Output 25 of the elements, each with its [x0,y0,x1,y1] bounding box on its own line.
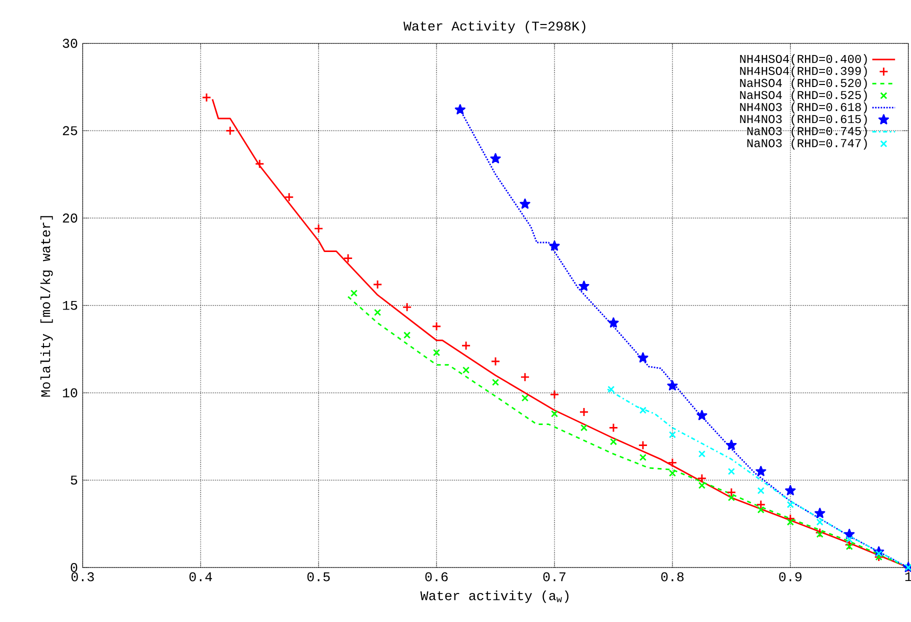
y-tick-label: 25 [62,126,78,136]
y-tick-label: 15 [62,301,78,310]
x-tick-label: 0.7 [543,572,566,582]
x-tick-label: 0.9 [779,572,802,582]
y-tick-label: 0 [70,563,78,572]
x-tick-label: 0.8 [661,572,684,582]
legend-label: NH4HSO4(RHD=0.400) [740,54,867,66]
legend-label: NaHSO4 (RHD=0.520) [740,78,867,90]
x-tick-label: 0.5 [307,572,330,582]
y-tick-label: 30 [62,39,78,48]
legend-label: NaNO3 (RHD=0.745) [747,126,867,138]
x-tick-label: 0.3 [72,572,94,582]
x-tick-label: 0.4 [189,572,212,582]
y-tick-label: 5 [70,476,78,485]
legend-label: NH4NO3 (RHD=0.618) [740,102,867,114]
y-axis-title: Molality [mol/kg water] [40,216,53,397]
y-tick-label: 20 [62,214,78,223]
y-tick-label: 10 [62,388,78,398]
legend-label: NH4NO3 (RHD=0.615) [740,114,867,126]
legend-label: NH4HSO4(RHD=0.399) [740,66,867,78]
legend-label: NaHSO4 (RHD=0.525) [740,90,867,102]
legend-label: NaNO3 (RHD=0.747) [747,138,867,150]
x-axis-title: Water activity (a$_{w}$) [420,590,568,604]
chart-title: Water Activity (T=298K) [403,21,586,34]
x-tick-label: 0.6 [425,572,448,582]
